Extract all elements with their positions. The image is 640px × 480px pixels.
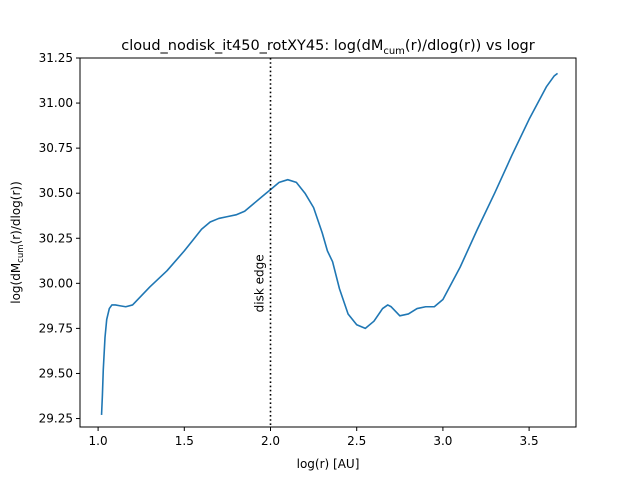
y-tick-label: 31.25 xyxy=(39,51,73,65)
plot-area: 1.0 1.5 2.0 2.5 3.0 3.5 29.25 29.50 29.75 30.00 30… xyxy=(39,51,559,448)
x-tick-label: 1.5 xyxy=(175,434,194,448)
y-tick-label: 30.25 xyxy=(39,231,73,245)
x-tick-label: 3.5 xyxy=(520,434,539,448)
x-tick-label: 3.0 xyxy=(433,434,452,448)
y-tick-label: 29.75 xyxy=(39,321,73,335)
chart-title: cloud_nodisk_it450_rotXY45: log(dMcum(r)… xyxy=(121,38,534,57)
x-tick-label: 2.5 xyxy=(347,434,366,448)
axes-frame xyxy=(79,57,577,428)
disk-edge-label: disk edge xyxy=(253,254,267,312)
y-tick-label: 29.50 xyxy=(39,366,73,380)
x-tick-label: 2.0 xyxy=(261,434,280,448)
y-tick-label: 31.00 xyxy=(39,96,73,110)
y-tick-label: 30.75 xyxy=(39,141,73,155)
y-tick-label: 29.25 xyxy=(39,412,73,426)
y-tick-label: 30.50 xyxy=(39,186,73,200)
x-tick-label: 1.0 xyxy=(89,434,108,448)
y-tick-label: 30.00 xyxy=(39,276,73,290)
x-axis-label: log(r) [AU] xyxy=(297,457,360,471)
series-line-0 xyxy=(100,72,559,415)
y-axis-label: log(dMcum(r)/dlog(r)) xyxy=(9,181,26,304)
